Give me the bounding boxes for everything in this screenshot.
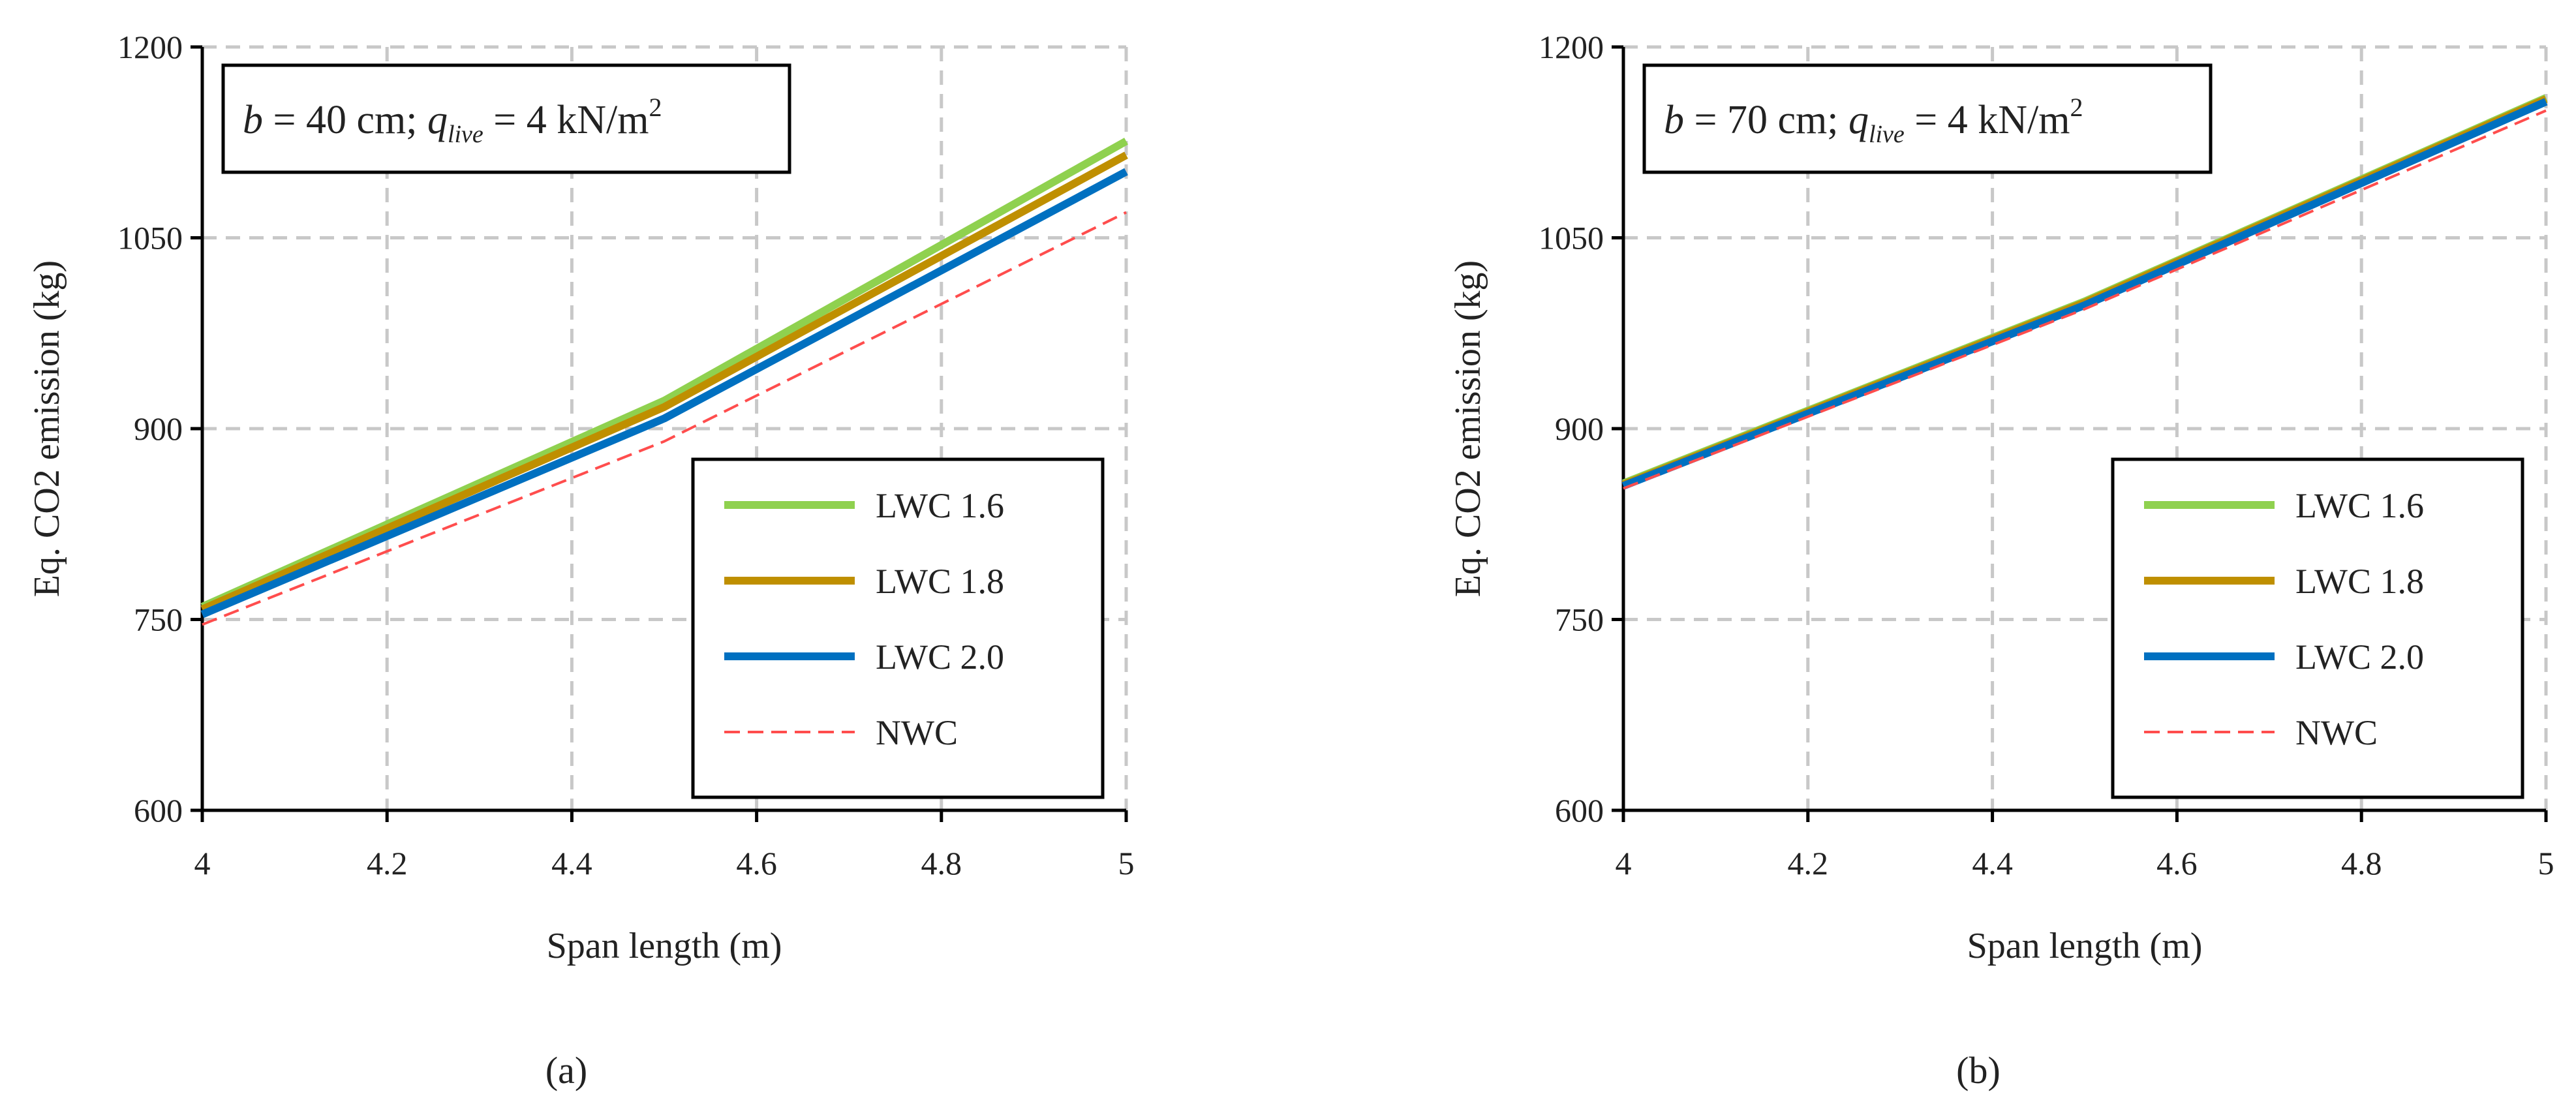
legend-box <box>2111 457 2524 799</box>
x-tick-label: 4.6 <box>736 845 777 881</box>
annotation-text: b = 70 cm; qlive = 4 kN/m2 <box>1664 93 2083 148</box>
y-tick-label: 1050 <box>1539 220 1604 256</box>
series-line-lwc-2-0 <box>200 168 1128 619</box>
y-tick-label: 600 <box>1555 792 1604 829</box>
subfigure-label: (a) <box>545 1049 587 1092</box>
y-tick-label: 1200 <box>117 29 183 65</box>
y-tick-label: 750 <box>134 602 183 638</box>
x-tick-label: 4.2 <box>1788 845 1829 881</box>
chart-panel-b: 600 750 900 1050 1200 4 4.2 4.4 4.6 4.8 5 Span leng… <box>1448 29 2554 1092</box>
annotation-box <box>1642 63 2213 174</box>
legend-label: LWC 2.0 <box>876 637 1004 677</box>
legend-label: LWC 1.8 <box>2295 562 2424 601</box>
x-tick-label: 4.4 <box>551 845 592 881</box>
annotation-text: b = 40 cm; qlive = 4 kN/m2 <box>243 93 662 148</box>
x-tick-label: 4.2 <box>367 845 408 881</box>
x-tick-label: 4.4 <box>1972 845 2013 881</box>
legend-label: NWC <box>2295 713 2378 752</box>
chart-panel-a: 600 750 900 1050 1200 4 4.2 4.4 4.6 4.8 5 Span leng… <box>27 29 1135 1092</box>
legend-box <box>691 457 1105 799</box>
y-tick-label: 900 <box>134 410 183 447</box>
x-tick-label: 4 <box>194 845 211 881</box>
x-tick-label: 4.6 <box>2156 845 2198 881</box>
y-axis-title: Eq. CO2 emission (kg) <box>1448 260 1488 597</box>
x-tick-label: 4.8 <box>2341 845 2382 881</box>
y-tick-label: 1200 <box>1539 29 1604 65</box>
x-tick-label: 5 <box>2538 845 2554 881</box>
y-tick-label: 600 <box>134 792 183 829</box>
subfigure-label: (b) <box>1956 1049 2001 1092</box>
series-line-nwc <box>1623 109 2547 490</box>
x-tick-label: 4 <box>1616 845 1632 881</box>
x-tick-label: 5 <box>1118 845 1135 881</box>
annotation-box <box>221 63 791 174</box>
legend-label: NWC <box>876 713 958 752</box>
x-axis-title: Span length (m) <box>547 926 782 966</box>
legend-label: LWC 1.6 <box>876 486 1004 525</box>
legend-label: LWC 1.6 <box>2295 486 2424 525</box>
series-line-nwc <box>202 211 1127 626</box>
x-axis-title: Span length (m) <box>1967 926 2203 966</box>
legend-label: LWC 2.0 <box>2295 637 2424 677</box>
y-axis-title: Eq. CO2 emission (kg) <box>27 260 67 597</box>
x-tick-label: 4.8 <box>921 845 962 881</box>
series-line-lwc-2-0 <box>1621 98 2548 490</box>
y-tick-label: 900 <box>1555 410 1604 447</box>
y-tick-label: 750 <box>1555 602 1604 638</box>
y-tick-label: 1050 <box>117 220 183 256</box>
series-line-lwc-1-8 <box>200 151 1128 613</box>
legend-label: LWC 1.8 <box>876 562 1004 601</box>
